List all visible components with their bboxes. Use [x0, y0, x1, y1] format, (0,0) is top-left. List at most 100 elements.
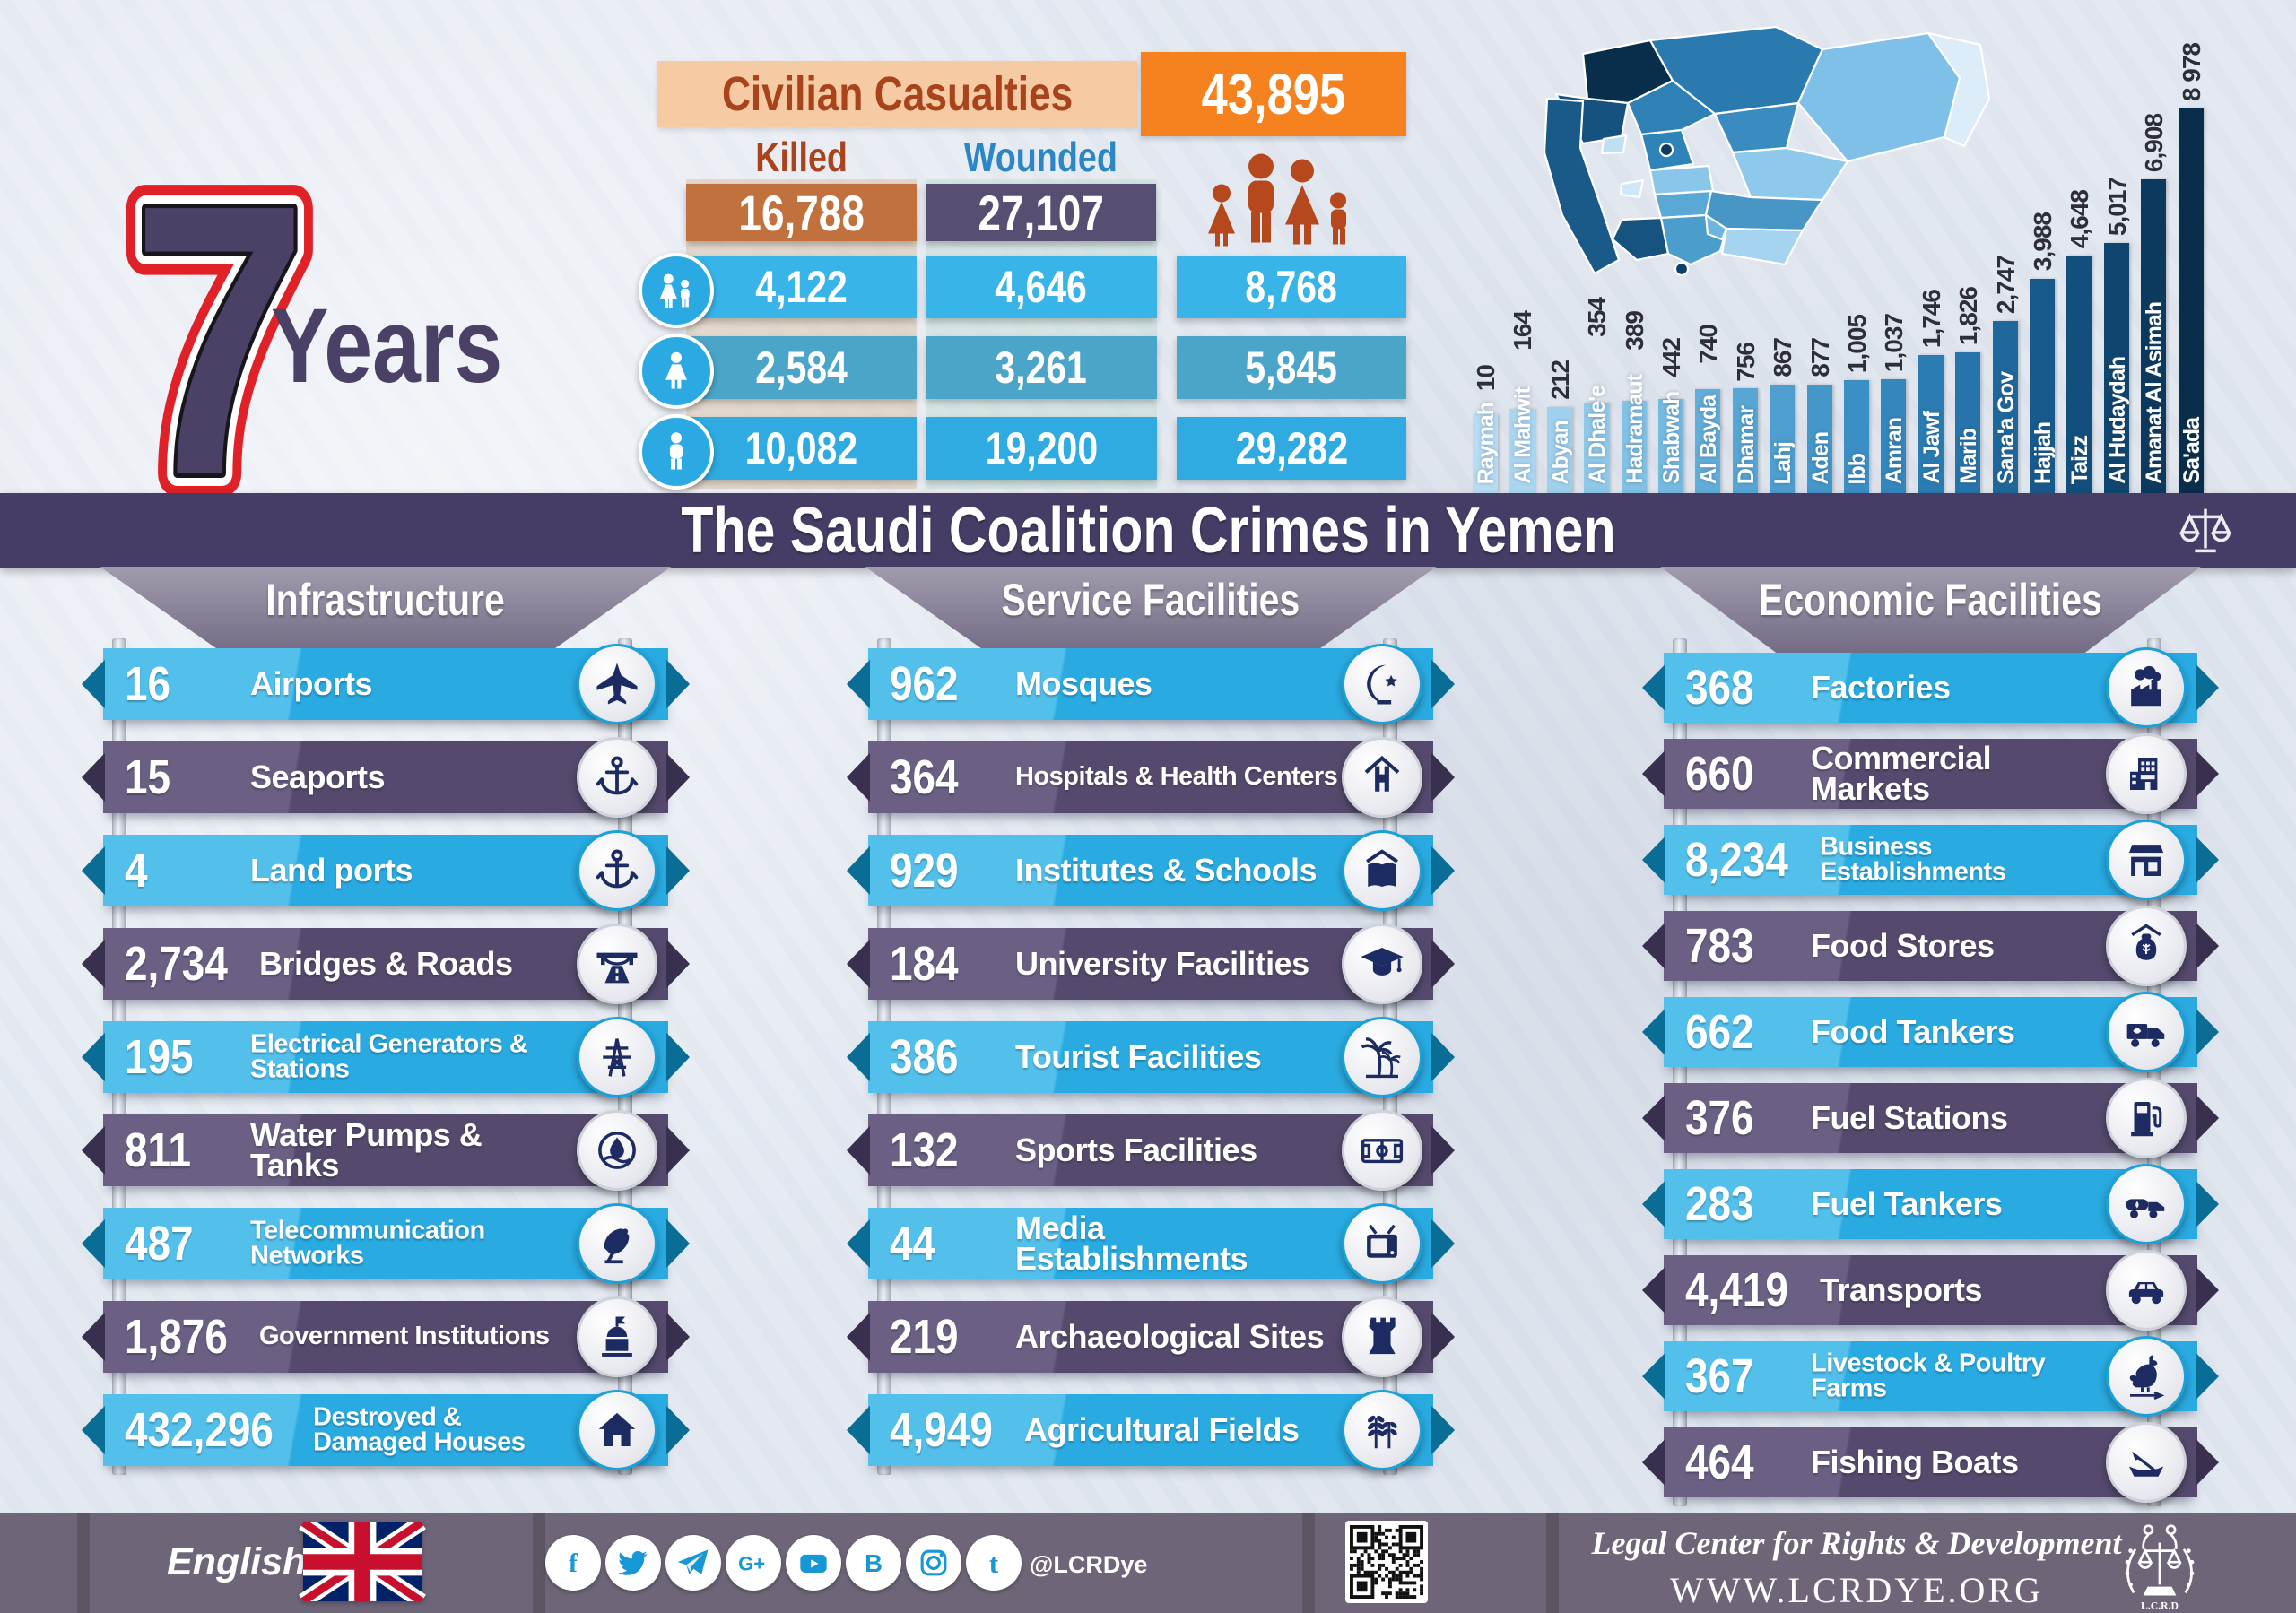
casualty-killed-men: 10,082 [686, 417, 917, 480]
stat-label: Electrical Generators & Stations [250, 1029, 528, 1083]
anchor-icon [596, 849, 639, 889]
stat-icon-badge [2106, 1250, 2187, 1331]
svg-text:B: B [865, 1549, 883, 1577]
stat-label: Agricultural Fields [1024, 1410, 1300, 1448]
social-handle[interactable]: @LCRDye [1030, 1551, 1148, 1578]
chart-bar [1992, 320, 2018, 493]
chart-bar [2066, 256, 2092, 493]
youtube-icon[interactable] [786, 1535, 841, 1591]
satellite-dish-icon [604, 1228, 630, 1264]
chart-bar [1806, 384, 1832, 493]
chart-bar [1509, 408, 1535, 493]
stat-value: 783 [1685, 919, 1754, 973]
stat-row: 464 Fishing Boats [1664, 1422, 2197, 1503]
bar-name-label: Al Bayda [1696, 395, 1722, 484]
org-block: Legal Center for Rights & Development WW… [1578, 1513, 2135, 1613]
killed-total: 16,788 [686, 184, 917, 241]
casualty-wounded-children: 4,646 [926, 256, 1157, 318]
bar-value-label: 867 [1769, 338, 1797, 378]
twitter-icon[interactable] [605, 1535, 661, 1591]
bar-name-label: Al Jawf [1918, 412, 1944, 484]
stat-value: 662 [1685, 1005, 1754, 1059]
chart-bar [2141, 178, 2167, 493]
chart-bar [1732, 388, 1758, 493]
svg-text:7: 7 [132, 126, 308, 529]
google-plus-icon[interactable]: G+ [726, 1535, 781, 1591]
house-icon [598, 1412, 636, 1446]
stat-row: 219 Archaeological Sites [868, 1296, 1433, 1377]
factory-icon [2131, 665, 2161, 707]
casualty-total-men: 29,282 [1177, 417, 1406, 480]
stat-label: Hospitals & Health Centers [1015, 762, 1338, 792]
chart-bar [1473, 413, 1498, 493]
bar-name-label: Amanat Al Asimah [2142, 301, 2168, 484]
stat-row: 2,734 Bridges & Roads [103, 924, 668, 1004]
stat-icon-badge [2106, 820, 2187, 900]
stat-icon-badge [577, 1203, 657, 1284]
stat-label: Food Stores [1811, 926, 1995, 964]
uk-flag-icon [299, 1522, 426, 1601]
stat-label: Transports [1820, 1270, 1983, 1308]
palm-tree-icon [1361, 1037, 1401, 1079]
casualty-total-children: 8,768 [1177, 256, 1406, 318]
casualties-grand-total: 43,895 [1141, 52, 1406, 136]
website-link[interactable]: WWW.LCRDYE.ORG [1669, 1570, 2044, 1610]
stat-icon-badge [1342, 737, 1422, 818]
bar-value-label: 5,017 [2102, 178, 2131, 237]
stat-row: 432,296 Destroyed & Damaged Houses [103, 1390, 668, 1470]
svg-text:f: f [569, 1549, 578, 1578]
stat-icon-badge [1342, 830, 1422, 911]
stat-icon-badge [2106, 1078, 2187, 1158]
storefront-icon [2128, 845, 2164, 876]
section-title: Service Facilities [1001, 575, 1300, 625]
chart-bar [1584, 402, 1610, 493]
bar-value-label: 877 [1805, 337, 1834, 377]
bar-value-label: 1,746 [1917, 289, 1945, 348]
stat-value: 4,419 [1685, 1263, 1788, 1317]
stat-label: Bridges & Roads [259, 944, 513, 982]
scales-icon [2179, 508, 2232, 553]
wounded-header: Wounded [963, 134, 1118, 180]
stat-value: 364 [890, 750, 959, 804]
government-building-icon [602, 1316, 632, 1357]
stat-label: Fuel Tankers [1811, 1184, 2003, 1222]
bar-value-label: 442 [1657, 338, 1685, 377]
bar-name-label: Ibb [1845, 453, 1870, 485]
bridge-icon [596, 952, 638, 984]
tumblr-icon[interactable]: t [966, 1535, 1022, 1591]
chart-bar [1918, 354, 1944, 493]
stat-icon-badge [577, 737, 657, 818]
stat-value: 184 [890, 937, 959, 991]
bar-name-label: Al Hudaydah [2104, 357, 2130, 484]
stat-row: 487 Telecommunication Networks [103, 1203, 668, 1284]
water-pump-icon [598, 1132, 636, 1169]
telegram-icon[interactable] [665, 1535, 721, 1591]
stat-icon-badge [577, 830, 657, 911]
stat-icon-badge [2106, 906, 2187, 986]
stat-value: 1,876 [125, 1310, 228, 1364]
bar-name-label: Amran [1882, 417, 1908, 484]
stat-row: 376 Fuel Stations [1664, 1078, 2197, 1158]
stat-value: 432,296 [125, 1403, 274, 1457]
stat-value: 811 [125, 1123, 192, 1177]
mall-icon [2130, 758, 2158, 790]
graduation-cap-icon [1361, 948, 1404, 976]
stat-icon-badge [1342, 1017, 1422, 1097]
facebook-icon[interactable]: f [545, 1535, 601, 1591]
stat-icon-badge [1342, 644, 1422, 724]
stat-icon-badge [1342, 1296, 1422, 1377]
stat-label: Business Establishments [1820, 832, 2006, 886]
stat-icon-badge [1342, 924, 1422, 1004]
stat-value: 4 [125, 844, 148, 898]
instagram-icon[interactable] [906, 1535, 961, 1591]
stat-row: 283 Fuel Tankers [1664, 1164, 2197, 1244]
blogger-icon[interactable]: B [846, 1535, 901, 1591]
stat-label: Land ports [250, 851, 413, 889]
stat-icon-badge [1342, 1390, 1422, 1470]
chart-bar [1621, 401, 1647, 493]
bar-value-label: 1,037 [1880, 313, 1909, 372]
anchor-icon [596, 756, 639, 795]
stat-icon-badge [2106, 733, 2187, 814]
